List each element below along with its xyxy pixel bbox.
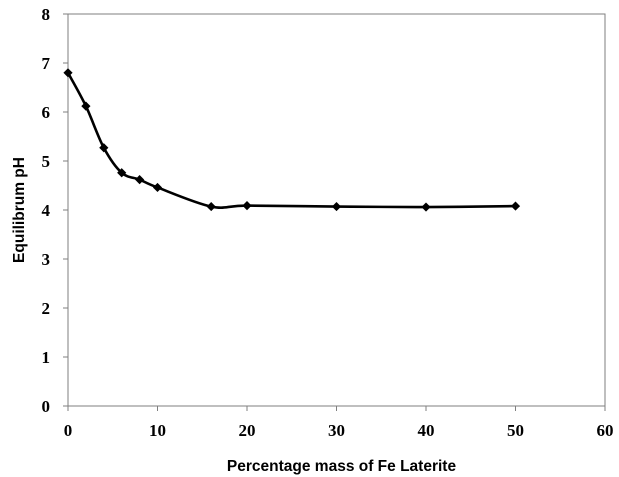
y-tick-label: 3 xyxy=(42,250,51,269)
data-point-marker xyxy=(510,201,521,211)
series-line xyxy=(66,72,516,209)
y-tick-label: 4 xyxy=(42,201,51,220)
data-point-marker xyxy=(63,68,73,78)
y-tick-label: 5 xyxy=(42,152,51,171)
x-tick-label: 0 xyxy=(64,421,73,440)
data-point-marker xyxy=(99,143,109,153)
x-tick-label: 60 xyxy=(597,421,614,440)
y-axis: 0 1 2 3 4 5 6 7 8 xyxy=(42,5,68,416)
y-axis-title: Equilibrum pH xyxy=(11,157,28,263)
data-point-marker xyxy=(135,175,145,185)
data-point-marker xyxy=(421,202,431,212)
x-tick-label: 40 xyxy=(418,421,435,440)
x-tick-label: 30 xyxy=(328,421,345,440)
data-point-marker xyxy=(206,201,216,212)
series-layer xyxy=(63,68,521,212)
x-axis-title: Percentage mass of Fe Laterite xyxy=(227,458,457,475)
x-tick-label: 20 xyxy=(239,421,256,440)
y-tick-label: 6 xyxy=(42,103,51,122)
data-point-marker xyxy=(242,200,252,211)
y-tick-label: 8 xyxy=(42,5,51,24)
x-tick-label: 10 xyxy=(149,421,166,440)
y-tick-label: 0 xyxy=(42,397,51,416)
x-tick-label: 50 xyxy=(507,421,524,440)
x-axis: 0 10 20 30 40 50 60 xyxy=(64,406,614,440)
data-point-marker xyxy=(117,168,127,178)
data-point-marker xyxy=(331,201,342,212)
y-tick-label: 1 xyxy=(42,348,51,367)
y-tick-label: 7 xyxy=(42,54,51,73)
y-tick-label: 2 xyxy=(42,299,51,318)
data-point-marker xyxy=(81,101,91,111)
data-point-marker xyxy=(152,182,163,193)
